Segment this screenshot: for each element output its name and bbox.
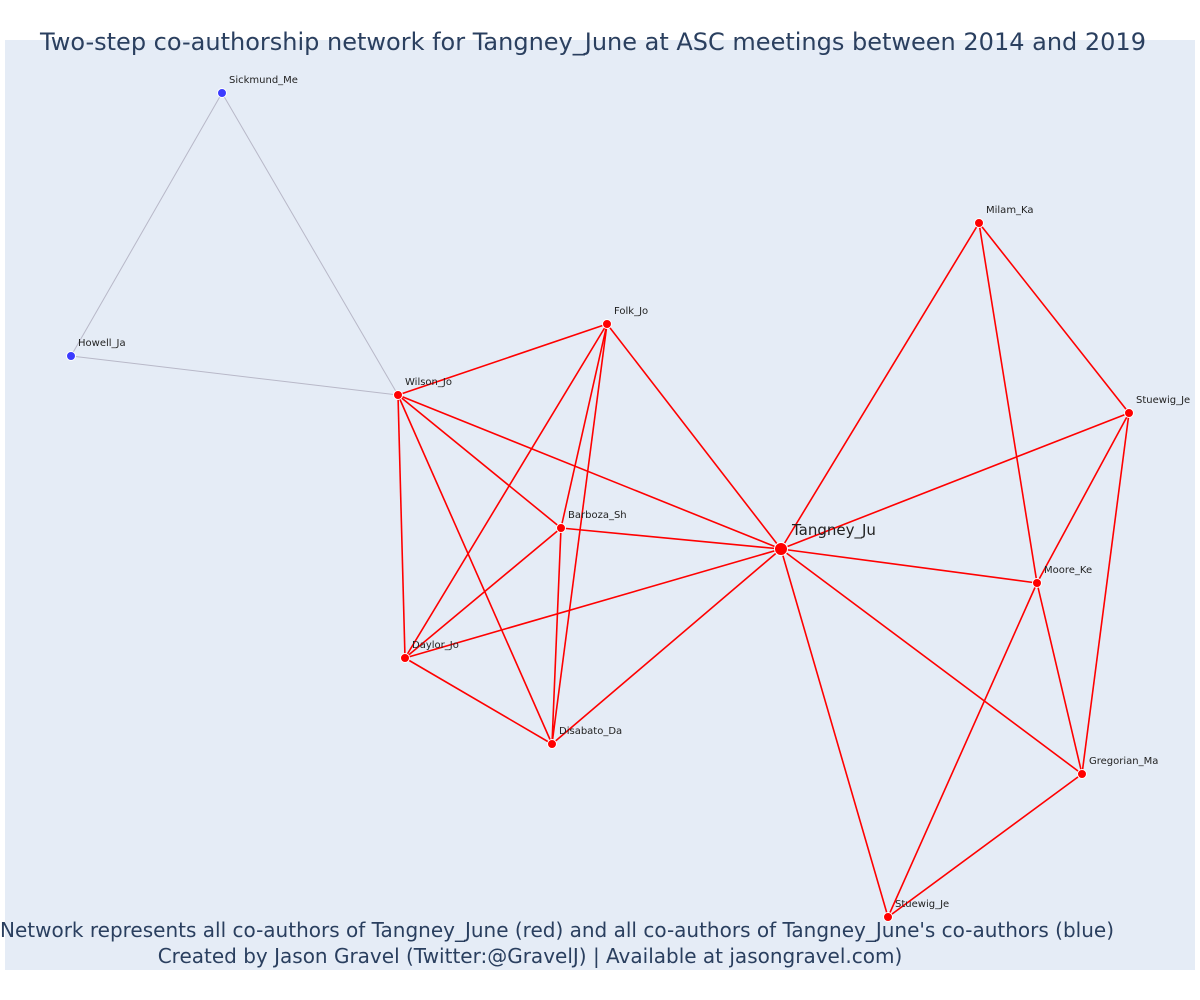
edge-tangney-moore (780, 548, 1038, 584)
edges-layer (70, 92, 1130, 918)
edge-sickmund-wilson (221, 92, 399, 396)
node-label-stuewig2: Stuewig_Je (895, 899, 949, 910)
footer-credit: Created by Jason Gravel (Twitter:@Gravel… (157, 944, 903, 968)
node-label-barboza: Barboza_Sh (568, 510, 627, 521)
node-barboza[interactable] (556, 523, 566, 533)
edge-howell-wilson (70, 355, 399, 396)
node-disabato[interactable] (547, 739, 557, 749)
node-stuewig1[interactable] (1124, 408, 1134, 418)
nodes-layer (66, 88, 1134, 922)
edge-tangney-stuewig1 (780, 412, 1130, 550)
labels-layer: Tangney_Ju Sickmund_Me Howell_Ja Wilson_Jo F… (78, 75, 1190, 910)
node-label-howell: Howell_Ja (78, 338, 126, 349)
edge-folk-tangney (606, 323, 782, 550)
node-milam[interactable] (974, 218, 984, 228)
node-tangney[interactable] (774, 542, 788, 556)
edge-sickmund-howell (70, 92, 223, 357)
edge-stuewig1-moore (1036, 412, 1130, 584)
node-stuewig2[interactable] (883, 912, 893, 922)
node-label-wilson: Wilson_Jo (405, 377, 452, 388)
edge-gregorian-stuewig2 (887, 773, 1083, 918)
edge-moore-stuewig2 (887, 582, 1038, 918)
edge-daylor-disabato (404, 657, 553, 745)
edge-tangney-gregorian (780, 548, 1083, 775)
edge-barboza-disabato (551, 527, 562, 745)
node-label-gregorian: Gregorian_Ma (1089, 756, 1158, 767)
node-label-disabato: Disabato_Da (559, 726, 622, 737)
edge-tangney-milam (780, 222, 980, 550)
node-sickmund[interactable] (217, 88, 227, 98)
footer-note: Network represents all co-authors of Tan… (0, 918, 1115, 942)
node-label-tangney: Tangney_Ju (791, 521, 876, 540)
edge-barboza-tangney (560, 527, 782, 550)
node-label-sickmund: Sickmund_Me (229, 75, 298, 86)
node-howell[interactable] (66, 351, 76, 361)
node-moore[interactable] (1032, 578, 1042, 588)
edge-wilson-daylor (397, 394, 406, 659)
node-label-moore: Moore_Ke (1044, 565, 1092, 576)
chart-title: Two-step co-authorship network for Tangn… (40, 28, 1146, 56)
edge-milam-moore (978, 222, 1038, 584)
node-wilson[interactable] (393, 390, 403, 400)
edge-barboza-daylor (404, 527, 562, 659)
edge-folk-daylor (404, 323, 608, 659)
node-label-daylor: Daylor_Jo (412, 640, 459, 651)
node-daylor[interactable] (400, 653, 410, 663)
plot-area (5, 40, 1195, 970)
node-label-stuewig1: Stuewig_Je (1136, 395, 1190, 406)
edge-wilson-disabato (397, 394, 553, 745)
edge-milam-stuewig1 (978, 222, 1130, 414)
edge-stuewig1-gregorian (1081, 412, 1130, 775)
edge-moore-gregorian (1036, 582, 1083, 775)
node-gregorian[interactable] (1077, 769, 1087, 779)
edge-wilson-tangney (397, 394, 782, 550)
node-folk[interactable] (602, 319, 612, 329)
edge-daylor-tangney (404, 548, 782, 659)
node-label-milam: Milam_Ka (986, 205, 1034, 216)
edge-wilson-barboza (397, 394, 562, 529)
edge-folk-barboza (560, 323, 608, 529)
node-label-folk: Folk_Jo (614, 306, 648, 317)
edge-folk-disabato (551, 323, 608, 745)
edge-tangney-stuewig2 (780, 548, 889, 918)
edge-disabato-tangney (551, 548, 782, 745)
edge-wilson-folk (397, 323, 608, 396)
